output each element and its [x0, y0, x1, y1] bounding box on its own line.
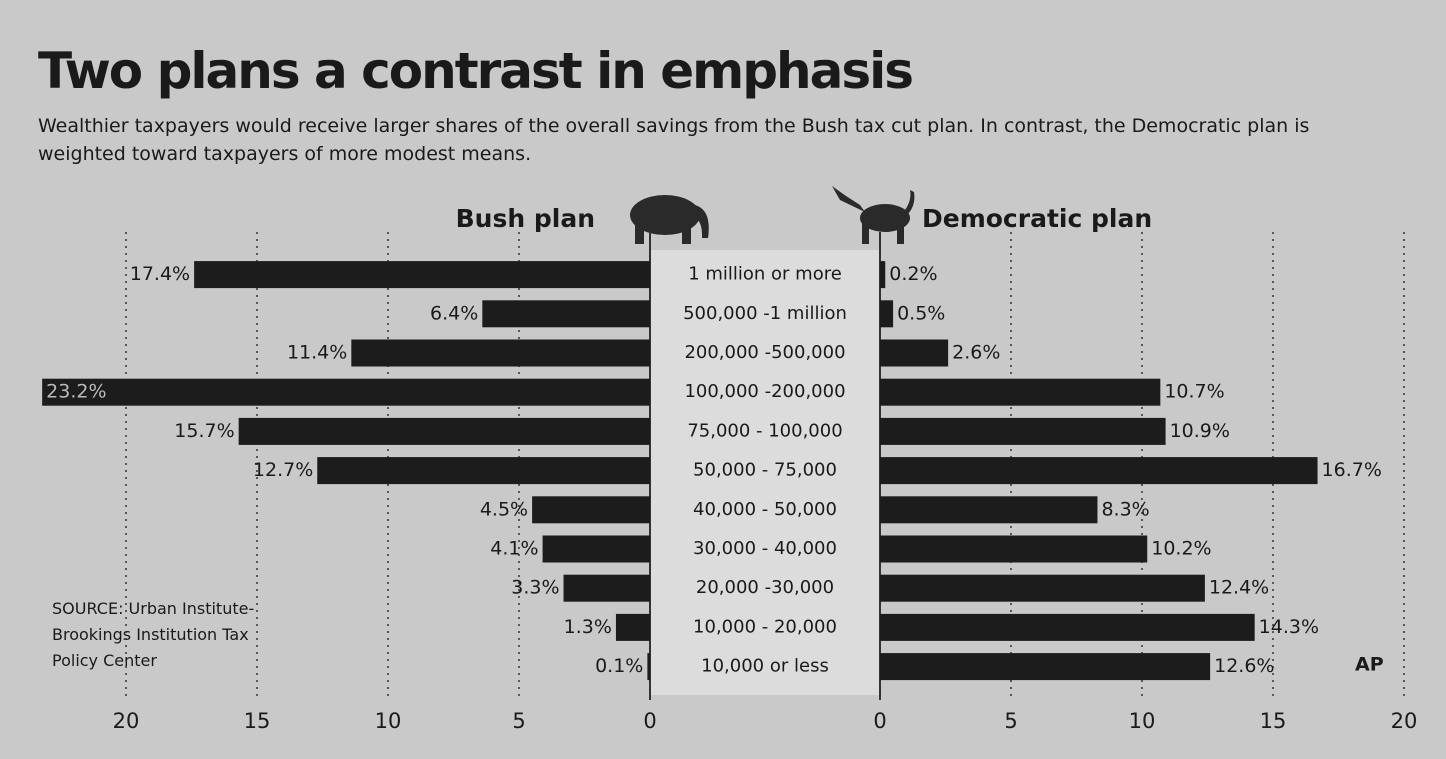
value-label: 17.4% [130, 263, 190, 285]
x-tick-label: 0 [643, 709, 656, 733]
bar [42, 378, 651, 406]
category-label: 1 million or more [688, 264, 842, 285]
x-tick-label: 20 [1391, 709, 1418, 733]
bar [351, 339, 650, 367]
x-tick-label: 10 [375, 709, 402, 733]
bar [532, 496, 650, 524]
subtitle-box: Wealthier taxpayers would receive larger… [38, 115, 1310, 165]
value-label: 0.1% [595, 655, 643, 677]
bar [880, 457, 1318, 485]
bar [880, 496, 1098, 524]
value-label: 23.2% [46, 381, 106, 403]
category-label: 50,000 - 75,000 [693, 460, 837, 481]
x-tick-label: 15 [244, 709, 271, 733]
bar [880, 574, 1205, 602]
chart-subtitle: Wealthier taxpayers would receive larger… [38, 115, 1310, 165]
value-label: 16.7% [1322, 459, 1382, 481]
bar [194, 261, 650, 289]
category-label: 20,000 -30,000 [696, 577, 834, 598]
bar [880, 261, 886, 289]
category-label: 30,000 - 40,000 [693, 538, 837, 559]
bar [647, 653, 650, 681]
legend-label: Democratic plan [922, 204, 1152, 233]
category-label: 75,000 - 100,000 [687, 420, 842, 441]
value-label: 4.1% [490, 538, 538, 560]
bar [880, 417, 1166, 445]
legend-label: Bush plan [456, 204, 595, 233]
bar [563, 574, 650, 602]
bar [880, 653, 1211, 681]
bar [880, 535, 1148, 563]
bar [880, 339, 949, 367]
x-tick-label: 0 [873, 709, 886, 733]
elephant-icon [630, 195, 709, 244]
donkey-icon [832, 186, 915, 244]
x-tick-label: 10 [1129, 709, 1156, 733]
category-label: 100,000 -200,000 [684, 381, 845, 402]
value-label: 4.5% [480, 498, 528, 520]
value-label: 8.3% [1101, 498, 1149, 520]
bar [880, 300, 894, 328]
value-label: 15.7% [174, 420, 234, 442]
x-tick-label: 15 [1260, 709, 1287, 733]
category-label: 10,000 or less [701, 656, 829, 677]
category-column [650, 250, 880, 695]
value-label: 11.4% [287, 342, 347, 364]
category-label: 40,000 - 50,000 [693, 499, 837, 520]
value-label: 14.3% [1259, 616, 1319, 638]
value-label: 0.2% [889, 263, 937, 285]
bar [880, 613, 1255, 641]
category-label: 200,000 -500,000 [684, 342, 845, 363]
value-label: 0.5% [897, 302, 945, 324]
value-label: 10.9% [1170, 420, 1230, 442]
x-tick-label: 5 [512, 709, 525, 733]
bar [482, 300, 650, 328]
source-box: SOURCE: Urban Institute-Brookings Instit… [52, 599, 255, 670]
chart-title: Two plans a contrast in emphasis [38, 42, 912, 100]
bar [615, 613, 650, 641]
value-label: 12.7% [253, 459, 313, 481]
bar [317, 457, 650, 485]
value-label: 10.7% [1164, 381, 1224, 403]
value-label: 2.6% [952, 342, 1000, 364]
value-label: 3.3% [511, 577, 559, 599]
source: SOURCE: Urban Institute-Brookings Instit… [52, 599, 255, 670]
bar [238, 417, 650, 445]
value-label: 10.2% [1151, 538, 1211, 560]
bar [880, 378, 1161, 406]
value-label: 12.6% [1214, 655, 1274, 677]
bar [542, 535, 650, 563]
x-tick-label: 20 [113, 709, 140, 733]
x-tick-label: 5 [1004, 709, 1017, 733]
category-label: 500,000 -1 million [683, 303, 847, 324]
value-label: 1.3% [564, 616, 612, 638]
value-label: 12.4% [1209, 577, 1269, 599]
category-label: 10,000 - 20,000 [693, 616, 837, 637]
credit: AP [1355, 654, 1384, 676]
value-label: 6.4% [430, 302, 478, 324]
